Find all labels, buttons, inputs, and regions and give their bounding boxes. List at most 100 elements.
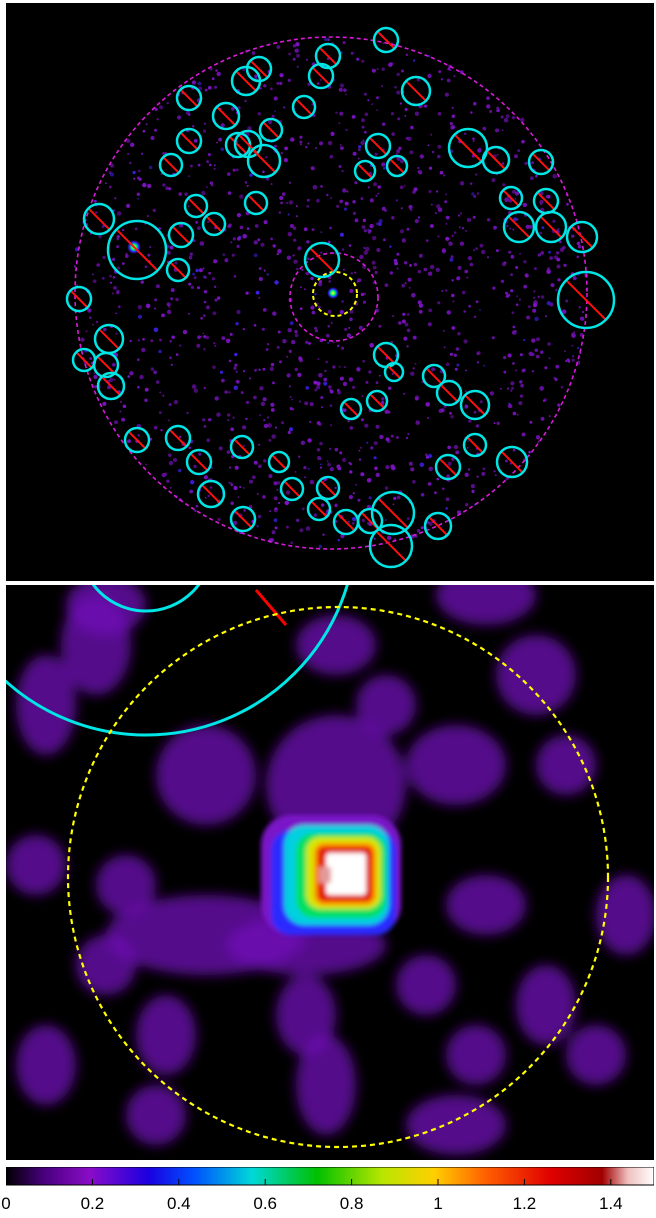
colorbar bbox=[6, 1167, 654, 1186]
exclusion-circle bbox=[82, 202, 116, 236]
emission-blob bbox=[536, 735, 596, 795]
exclusion-circle bbox=[158, 152, 184, 178]
exclusion-circle bbox=[258, 117, 284, 143]
exclusion-circle bbox=[201, 211, 227, 237]
exclusion-line bbox=[336, 512, 356, 532]
zoom-panel bbox=[6, 585, 654, 1160]
zoom-target-circle bbox=[66, 605, 610, 1149]
emission-blob bbox=[96, 855, 156, 915]
exclusion-line bbox=[502, 189, 520, 207]
exclusion-line bbox=[539, 215, 563, 239]
exclusion-circle bbox=[565, 220, 599, 254]
emission-blob bbox=[126, 1085, 186, 1145]
exclusion-circle bbox=[339, 397, 363, 421]
central-source bbox=[327, 287, 339, 299]
exclusion-line bbox=[251, 148, 277, 174]
exclusion-circle bbox=[435, 379, 463, 407]
field-boundary-circle bbox=[74, 36, 588, 550]
emission-blob bbox=[596, 875, 654, 955]
point-source-exclusions bbox=[65, 26, 616, 569]
exclusion-circle bbox=[434, 453, 462, 481]
emission-blob bbox=[406, 725, 506, 805]
exclusion-line bbox=[376, 30, 396, 50]
exclusion-line bbox=[425, 367, 443, 385]
colorbar-tick-label: 1.4 bbox=[598, 1194, 623, 1213]
exclusion-circle bbox=[291, 94, 317, 120]
exclusion-circle-edge-1 bbox=[91, 585, 201, 613]
exclusion-line bbox=[100, 375, 122, 397]
exclusion-line bbox=[115, 228, 159, 272]
exclusion-circle bbox=[165, 257, 191, 283]
exclusion-line bbox=[386, 364, 402, 380]
emission-blob bbox=[16, 655, 76, 755]
colorbar-tick-label: 0.6 bbox=[253, 1194, 278, 1213]
exclusion-circle bbox=[246, 143, 282, 179]
exclusion-line bbox=[427, 515, 449, 537]
colorbar-tick-marks bbox=[6, 1179, 612, 1185]
emission-blob bbox=[296, 1035, 356, 1135]
exclusion-line bbox=[233, 438, 251, 456]
exclusion-circle bbox=[447, 127, 489, 169]
exclusion-line bbox=[69, 289, 89, 309]
exclusion-circle bbox=[167, 221, 195, 249]
exclusion-circle bbox=[353, 159, 377, 183]
exclusion-line bbox=[466, 436, 484, 454]
exclusion-line bbox=[162, 156, 180, 174]
exclusion-circle bbox=[196, 479, 226, 509]
exclusion-circle bbox=[383, 361, 405, 383]
exclusion-line bbox=[189, 452, 209, 472]
exclusion-line bbox=[228, 135, 248, 155]
exclusion-circle bbox=[243, 190, 269, 216]
exclusion-line bbox=[375, 530, 407, 562]
exclusion-line bbox=[405, 80, 427, 102]
exclusion-line bbox=[215, 105, 237, 127]
exclusion-line bbox=[536, 191, 556, 211]
emission-blob bbox=[446, 875, 526, 935]
exclusion-line bbox=[368, 136, 388, 156]
full-field-panel bbox=[6, 3, 654, 581]
exclusion-line bbox=[187, 197, 205, 215]
emission-blob bbox=[296, 615, 376, 675]
exclusion-circle bbox=[314, 42, 342, 70]
background-annulus-circle bbox=[289, 252, 379, 342]
exclusion-line bbox=[200, 483, 222, 505]
exclusion-line bbox=[179, 131, 199, 151]
colorbar-tick-label: 1 bbox=[433, 1194, 443, 1213]
exclusion-line bbox=[247, 194, 265, 212]
colorbar-tick-label: 0 bbox=[1, 1194, 11, 1213]
exclusion-line bbox=[295, 98, 313, 116]
exclusion-line bbox=[343, 401, 359, 417]
exclusion-line bbox=[168, 428, 188, 448]
emission-blob bbox=[136, 995, 196, 1075]
exclusion-circle bbox=[279, 476, 305, 502]
exclusion-line bbox=[271, 454, 287, 470]
exclusion-line bbox=[96, 355, 116, 375]
exclusion-circle bbox=[556, 270, 616, 330]
exclusion-line bbox=[310, 500, 328, 518]
exclusion-line bbox=[531, 152, 551, 172]
exclusion-circle bbox=[303, 241, 341, 279]
zoom-central-source bbox=[261, 815, 401, 935]
exclusion-line bbox=[235, 70, 257, 92]
emission-blob bbox=[16, 1025, 76, 1105]
exclusion-line bbox=[283, 480, 301, 498]
exclusion-line bbox=[565, 279, 607, 321]
exclusion-circle bbox=[385, 154, 409, 178]
zoom-image bbox=[6, 585, 654, 1160]
exclusion-circle bbox=[365, 389, 389, 413]
exclusion-circle bbox=[65, 285, 93, 313]
exclusion-line bbox=[98, 328, 120, 350]
exclusion-circle bbox=[164, 424, 192, 452]
exclusion-line bbox=[262, 121, 280, 139]
exclusion-line bbox=[389, 158, 405, 174]
emission-blob bbox=[396, 955, 456, 1015]
emission-blob bbox=[516, 965, 576, 1045]
exclusion-circle bbox=[421, 363, 447, 389]
colorbar-tick-label: 0.4 bbox=[166, 1194, 191, 1213]
exclusion-line bbox=[127, 430, 147, 450]
exclusion-circle bbox=[502, 210, 536, 244]
exclusion-circle bbox=[175, 127, 203, 155]
exclusion-circle bbox=[356, 507, 384, 535]
exclusion-circle-edge-2 bbox=[6, 585, 349, 737]
target-region-circle bbox=[312, 271, 358, 317]
